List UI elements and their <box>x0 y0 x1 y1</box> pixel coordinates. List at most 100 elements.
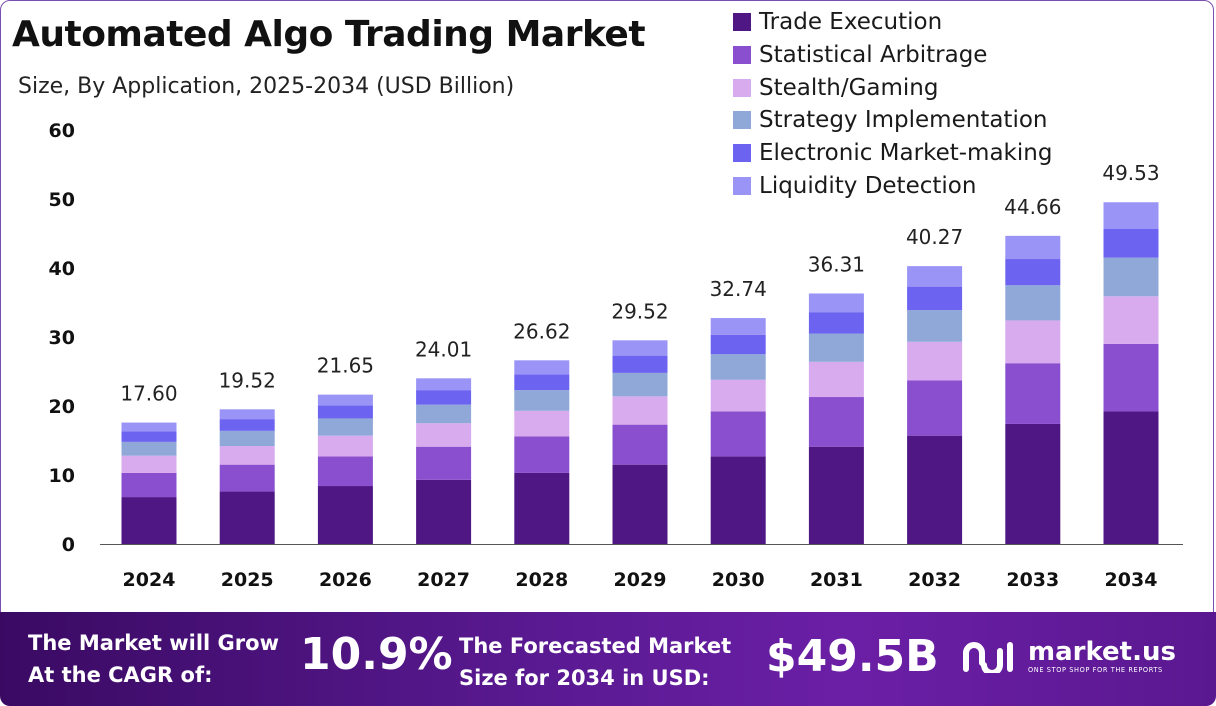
bar-segment <box>219 491 275 544</box>
x-tick-label: 2025 <box>221 569 274 591</box>
bar-segment <box>416 479 472 544</box>
brand-logo[interactable]: market.us ONE STOP SHOP FOR THE REPORTS <box>962 638 1176 674</box>
bar-segment <box>808 333 864 362</box>
bar-segment <box>1005 363 1061 424</box>
bar-segment <box>612 396 668 425</box>
y-axis-ticks: 0 10 20 30 40 50 60 <box>49 120 75 556</box>
bar-total-label: 26.62 <box>513 319 570 343</box>
bar-segment <box>907 286 963 311</box>
bar-segment <box>416 446 472 480</box>
bar-segment <box>317 435 373 457</box>
x-tick-label: 2029 <box>614 569 667 591</box>
bar-segment <box>1103 411 1159 544</box>
bar-total-label: 17.60 <box>120 382 177 406</box>
bar-segment <box>121 431 177 442</box>
bar-segment <box>317 456 373 487</box>
legend-swatch <box>733 13 751 32</box>
legend: Trade Execution Statistical Arbitrage Stea… <box>733 6 1052 202</box>
cagr-caption: The Market will Grow At the CAGR of: <box>28 627 279 691</box>
x-tick-label: 2028 <box>515 569 568 591</box>
bar-total-label: 24.01 <box>415 337 472 361</box>
bar-segment <box>1103 228 1159 258</box>
bar-segment <box>710 456 766 544</box>
bar-total-label: 36.31 <box>808 252 865 276</box>
bar-total-label: 44.66 <box>1004 195 1061 219</box>
bar-segment <box>612 340 668 356</box>
brand-tagline: ONE STOP SHOP FOR THE REPORTS <box>1028 666 1163 674</box>
legend-label: Statistical Arbitrage <box>759 42 988 69</box>
y-tick-label: 30 <box>49 327 75 349</box>
legend-label: Liquidity Detection <box>759 172 977 199</box>
bar-segment <box>219 409 275 420</box>
x-tick-label: 2032 <box>908 569 961 591</box>
bar-total-label: 19.52 <box>219 368 276 392</box>
bar-segment <box>219 464 275 492</box>
bar-segment <box>317 405 373 419</box>
bars <box>121 202 1159 544</box>
bar-segment <box>514 410 570 437</box>
bar-segment <box>710 334 766 355</box>
bar-segment <box>416 390 472 405</box>
bar-segment <box>1005 259 1061 286</box>
bar-segment <box>1103 343 1159 412</box>
bar-total-label: 29.52 <box>611 299 668 323</box>
x-tick-label: 2027 <box>417 569 470 591</box>
legend-item: Electronic Market-making <box>733 137 1052 170</box>
x-tick-label: 2024 <box>123 569 176 591</box>
bar-segment <box>514 374 570 391</box>
bar-segment <box>907 310 963 342</box>
legend-swatch <box>733 46 751 65</box>
total-labels: 17.60 19.52 21.65 24.01 26.62 29.52 32.74 36.31… <box>120 161 1159 405</box>
bar-segment <box>416 378 472 391</box>
legend-item: Liquidity Detection <box>733 169 1052 202</box>
bar-segment <box>317 394 373 406</box>
bar-segment <box>219 419 275 431</box>
y-tick-label: 0 <box>62 534 75 556</box>
bar-segment <box>907 435 963 544</box>
bar-segment <box>416 404 472 424</box>
bar-segment <box>121 422 177 432</box>
chart-subtitle: Size, By Application, 2025-2034 (USD Bil… <box>18 74 515 99</box>
bar-segment <box>121 472 177 498</box>
chart-title: Automated Algo Trading Market <box>12 14 646 55</box>
y-tick-label: 20 <box>49 396 75 418</box>
y-tick-label: 50 <box>49 189 75 211</box>
x-axis-ticks: 2024 2025 2026 2027 2028 2029 2030 2031 2032 2033… <box>123 569 1158 591</box>
y-tick-label: 10 <box>49 465 75 487</box>
x-tick-label: 2030 <box>712 569 765 591</box>
bar-segment <box>219 446 275 465</box>
bar-segment <box>219 430 275 447</box>
bar-segment <box>808 293 864 313</box>
bar-segment <box>808 361 864 398</box>
bar-total-label: 21.65 <box>317 354 374 378</box>
legend-label: Stealth/Gaming <box>759 74 939 101</box>
bar-segment <box>121 441 177 456</box>
bar-segment <box>808 312 864 334</box>
bar-segment <box>1005 285 1061 321</box>
market-us-logo-icon <box>963 642 1013 673</box>
legend-swatch <box>733 111 751 130</box>
bar-segment <box>1005 320 1061 364</box>
legend-label: Electronic Market-making <box>759 140 1053 167</box>
forecast-caption-line1: The Forecasted Market <box>459 634 732 658</box>
bar-total-label: 40.27 <box>906 225 963 249</box>
x-tick-label: 2031 <box>810 569 863 591</box>
bar-segment <box>514 390 570 411</box>
bar-segment <box>416 423 472 447</box>
y-tick-label: 60 <box>49 120 75 142</box>
legend-swatch <box>733 176 751 195</box>
bar-segment <box>612 464 668 544</box>
bar-segment <box>1005 423 1061 544</box>
bar-segment <box>1103 296 1159 344</box>
bar-segment <box>317 418 373 436</box>
legend-item: Stealth/Gaming <box>733 71 1052 104</box>
bar-segment <box>907 341 963 381</box>
bar-segment <box>907 266 963 287</box>
bar-segment <box>514 360 570 375</box>
brand-name: market.us <box>1028 637 1176 667</box>
bar-segment <box>1103 257 1159 297</box>
bar-segment <box>612 372 668 397</box>
x-tick-label: 2034 <box>1105 569 1158 591</box>
x-tick-label: 2026 <box>319 569 372 591</box>
